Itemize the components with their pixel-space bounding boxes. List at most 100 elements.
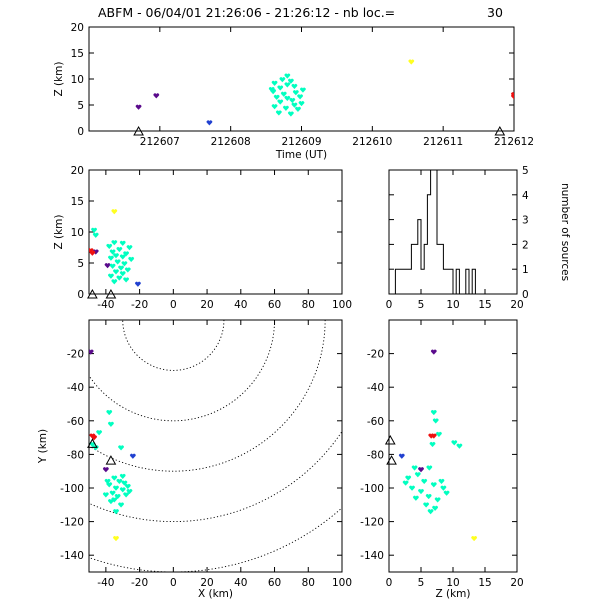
source-point-cyan [440, 485, 447, 491]
source-point-blue [398, 453, 405, 459]
source-point-blue [206, 120, 213, 126]
source-point-cyan [114, 259, 121, 265]
source-point-cyan [284, 82, 291, 88]
range-circle [89, 430, 342, 522]
source-point-cyan [119, 240, 126, 246]
source-point-cyan [438, 478, 445, 485]
source-point-cyan [277, 85, 284, 91]
axes-frame [88, 169, 343, 295]
source-point-cyan [111, 240, 118, 246]
source-point-cyan [284, 73, 291, 79]
source-point-cyan [118, 265, 124, 271]
x-tick-label: 80 [302, 577, 315, 589]
panel-x-y-map: -40 -20 0 20 40 60 80 100 -140 -120 -100 -80 -60 -40 -… [37, 319, 352, 600]
source-point-cyan [291, 102, 298, 108]
source-point-purple [430, 349, 437, 355]
source-point-cyan [434, 497, 441, 503]
source-point-cyan [113, 509, 119, 515]
source-point-cyan [121, 480, 128, 486]
y-tick-label: 15 [71, 196, 84, 208]
x-tick-label: 15 [478, 299, 491, 311]
source-point-cyan [297, 94, 303, 100]
x-tick-label: 40 [234, 299, 247, 311]
x-tick-label: -40 [97, 299, 114, 311]
data-points [398, 349, 477, 542]
y-tick-label: 15 [71, 48, 84, 60]
x-tick-label: 0 [170, 577, 177, 589]
x-tick-label: 10 [446, 577, 459, 589]
data-points [89, 349, 136, 542]
x-tick-label: 20 [510, 299, 523, 311]
source-point-cyan [456, 443, 463, 449]
y-tick-label: 5 [77, 100, 84, 112]
source-point-cyan [103, 492, 109, 498]
x-tick-label: 5 [418, 299, 425, 311]
y-tick-label: 5 [522, 165, 529, 177]
source-point-blue [135, 281, 141, 287]
source-point-cyan [108, 421, 114, 427]
x-tick-label: 212612 [494, 136, 534, 148]
title-text: ABFM - 06/04/01 21:26:06 - 21:26:12 - nb… [98, 5, 395, 20]
y-tick-label: 0 [522, 289, 529, 301]
source-point-cyan [106, 243, 113, 250]
source-point-cyan [402, 480, 409, 486]
source-point-cyan [91, 227, 97, 233]
source-point-cyan [128, 256, 135, 263]
source-point-cyan [405, 475, 412, 481]
y-axis-label: Y (km) [37, 429, 49, 464]
source-point-cyan [292, 90, 299, 96]
source-point-cyan [106, 410, 113, 416]
source-point-cyan [126, 245, 133, 251]
source-point-cyan [119, 487, 126, 493]
source-point-cyan [280, 91, 287, 97]
panel-x-height: -40 -20 0 20 40 60 80 100 0 5 10 15 20 Z (km) [53, 165, 352, 311]
source-point-cyan [430, 482, 437, 488]
y-tick-label: -100 [60, 483, 84, 495]
source-point-cyan [414, 472, 421, 478]
source-point-red [89, 250, 96, 256]
source-point-cyan [123, 277, 129, 283]
source-point-yellow [471, 536, 477, 542]
y-tick-label: -20 [67, 349, 84, 361]
y-tick-label: -140 [360, 550, 384, 562]
source-point-cyan [109, 263, 116, 269]
source-point-cyan [271, 104, 278, 110]
y-tick-label: 0 [77, 289, 84, 301]
x-tick-label: 0 [170, 299, 177, 311]
source-point-cyan [300, 87, 306, 93]
source-point-cyan [432, 505, 438, 511]
source-point-red [511, 94, 514, 100]
source-point-cyan [111, 475, 118, 481]
x-tick-label: 80 [302, 299, 315, 311]
x-tick-label: 10 [446, 299, 459, 311]
y-tick-label: 1 [522, 264, 529, 276]
source-point-red [91, 435, 97, 441]
source-point-cyan [113, 485, 119, 491]
y-tick-label: -40 [67, 382, 84, 394]
source-point-cyan [288, 111, 294, 117]
source-point-red [428, 433, 435, 439]
source-point-yellow [408, 59, 415, 65]
source-point-cyan [275, 110, 282, 116]
source-point-cyan [451, 440, 458, 446]
data-points [89, 209, 141, 287]
station-marker [386, 455, 397, 465]
station-marker [105, 288, 117, 299]
y-tick-label: 3 [522, 215, 529, 227]
source-point-cyan [284, 95, 291, 102]
x-tick-label: 15 [478, 577, 491, 589]
source-point-cyan [126, 488, 133, 495]
source-point-cyan [423, 502, 429, 508]
axes-frame [388, 319, 518, 573]
y-tick-label: 0 [77, 126, 84, 138]
y-tick-label: 20 [71, 22, 84, 34]
x-tick-label: 60 [268, 577, 281, 589]
source-point-purple [89, 349, 94, 355]
x-tick-label: 5 [418, 577, 425, 589]
x-tick-label: 20 [510, 577, 523, 589]
y-tick-label: -140 [60, 550, 84, 562]
y-tick-label: -80 [67, 449, 84, 461]
x-tick-label: 212607 [140, 136, 180, 148]
source-point-cyan [421, 478, 428, 485]
